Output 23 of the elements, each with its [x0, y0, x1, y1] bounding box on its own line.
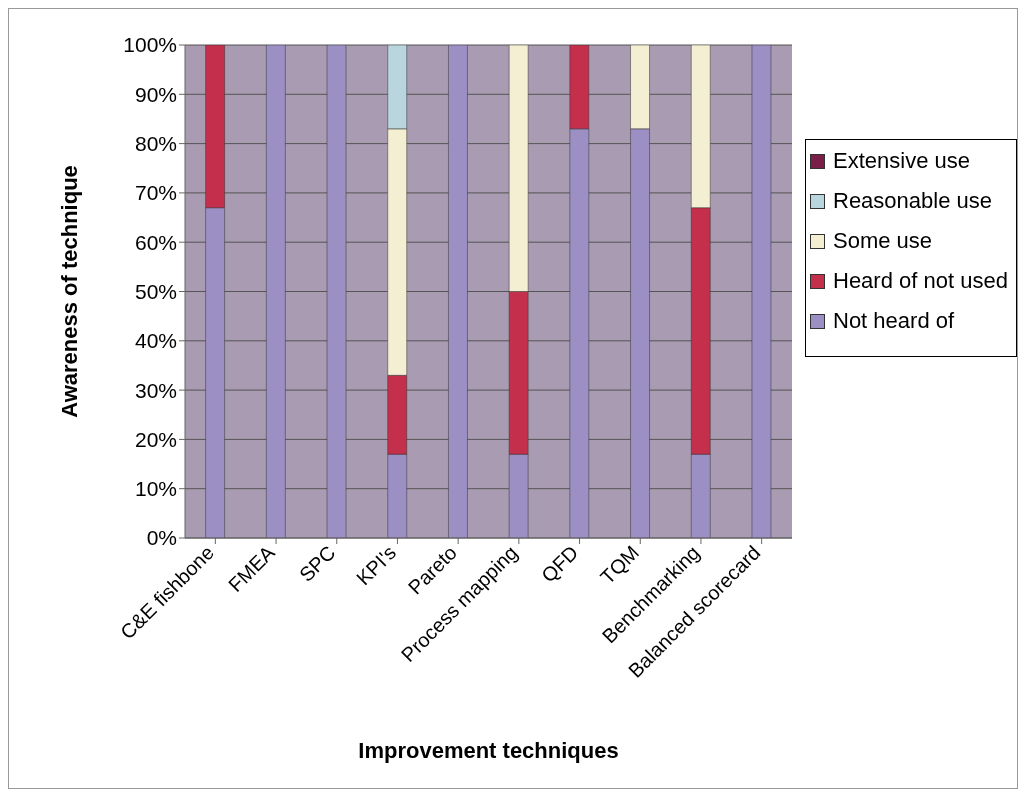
bar	[751, 45, 772, 538]
bar	[448, 45, 468, 538]
legend-label: Some use	[833, 228, 933, 254]
y-tick-label: 20%	[134, 427, 177, 451]
x-tick-label: QFD	[536, 541, 583, 587]
y-tick-label: 40%	[134, 329, 177, 353]
y-tick-label: 0%	[146, 526, 177, 550]
legend-label: Extensive use	[833, 148, 970, 174]
y-tick-label: 100%	[123, 33, 177, 57]
y-tick-label: 30%	[134, 378, 177, 402]
y-tick-label: 10%	[134, 477, 177, 501]
y-tick-label: 50%	[134, 279, 177, 303]
y-tick-label: 90%	[134, 82, 177, 106]
bar	[266, 45, 286, 538]
y-tick-label: 60%	[134, 230, 177, 254]
y-axis-title: Awareness of technique	[56, 165, 82, 418]
legend-label: Reasonable use	[833, 188, 993, 214]
legend-label: Not heard of	[833, 308, 955, 334]
y-tick-label: 70%	[134, 181, 177, 205]
legend-label: Heard of not used	[833, 268, 1008, 294]
x-axis-title: Improvement techniques	[358, 738, 619, 763]
bar	[326, 45, 347, 538]
y-tick-label: 80%	[134, 132, 177, 156]
